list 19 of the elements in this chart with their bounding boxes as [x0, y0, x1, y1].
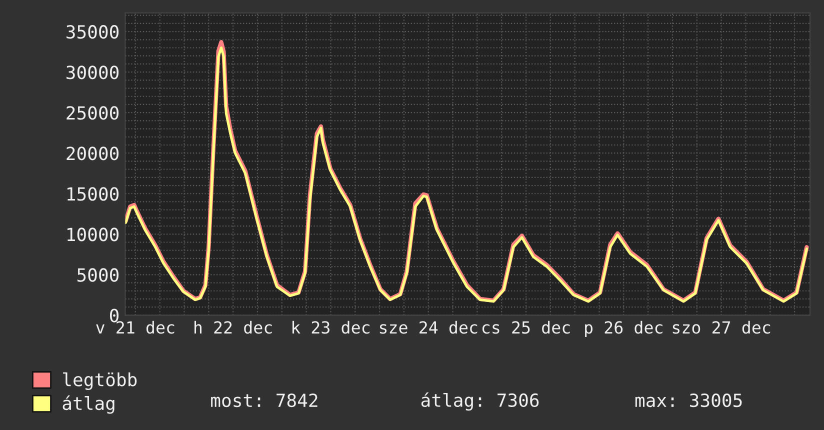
y-tick-label: 25000 [66, 106, 119, 120]
y-tick-label: 20000 [66, 146, 119, 160]
x-tick-label: h 22 dec [194, 320, 272, 334]
y-tick-label: 0 [110, 308, 119, 322]
y-tick-label: 10000 [68, 228, 119, 242]
legend-label: legtöbb [63, 372, 137, 390]
y-tick-label: 15000 [68, 187, 119, 201]
x-tick-label: k 23 dec [292, 320, 370, 334]
y-tick-label: 35000 [66, 25, 119, 39]
text: most: 7842 [211, 393, 318, 408]
text: átlag: 7306 [421, 392, 539, 411]
y-tick-label: 5000 [77, 268, 119, 282]
legend-label: átlag [62, 395, 114, 414]
x-tick-label: cs 25 dec [482, 320, 570, 334]
x-tick-label: p 26 dec [585, 320, 662, 337]
y-tick-label: 30000 [66, 66, 119, 80]
x-tick-label: sze 24 dec [380, 320, 478, 334]
x-tick-label: szo 27 dec [672, 320, 770, 334]
text: max: 33005 [635, 393, 742, 408]
